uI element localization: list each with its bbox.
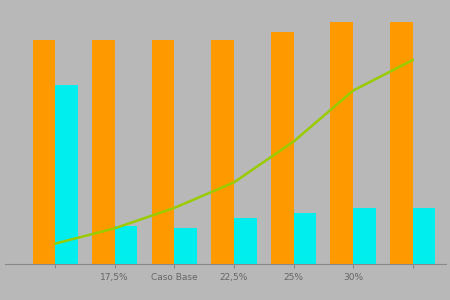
Bar (92, 40, 115, 264)
Bar (174, 228, 197, 264)
Bar (271, 32, 293, 264)
Bar (330, 22, 353, 264)
Bar (212, 40, 234, 264)
Bar (234, 218, 256, 264)
Bar (32, 40, 55, 264)
Bar (390, 22, 413, 264)
Bar (413, 208, 435, 264)
Bar (293, 213, 316, 264)
Bar (55, 85, 78, 264)
Bar (152, 40, 174, 264)
Bar (115, 226, 137, 264)
Bar (353, 208, 376, 264)
